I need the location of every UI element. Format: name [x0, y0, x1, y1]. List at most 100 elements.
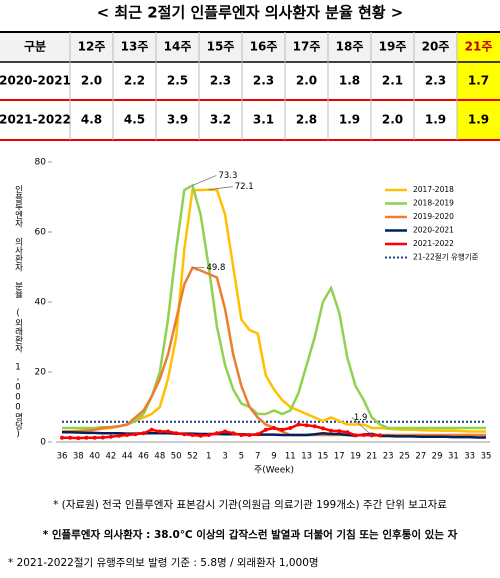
table-header: 20주	[422, 40, 450, 54]
point	[76, 436, 81, 441]
table-cell: 2.8	[296, 113, 317, 127]
x-tick-label: 21	[366, 452, 377, 462]
y-tick-label: 20	[35, 368, 47, 378]
legend-label: 2017-2018	[413, 185, 454, 194]
y-axis-label: 인플루엔자 의사환자 분율 (외래환자 1,000명당)	[13, 184, 23, 439]
x-tick-label: 25	[399, 452, 410, 462]
point	[92, 435, 97, 440]
table-cell: 1.7	[468, 74, 489, 88]
point	[157, 429, 162, 434]
table-header: 13주	[121, 40, 149, 54]
table-header: 19주	[379, 40, 407, 54]
table-cell: 2.0	[81, 74, 102, 88]
point	[231, 431, 236, 436]
point	[149, 427, 154, 432]
table-header: 17주	[293, 40, 321, 54]
point	[166, 429, 170, 434]
point	[206, 433, 211, 437]
y-tick-label: 80	[35, 158, 47, 168]
y-tick-label: 40	[35, 298, 47, 308]
x-tick-label: 11	[285, 452, 296, 462]
page-title: < 최근 2절기 인플루엔자 의사환자 분율 현황 >	[97, 4, 404, 22]
legend-label: 21-22절기 유행기준	[413, 252, 479, 262]
series-line	[62, 183, 486, 430]
x-tick-label: 48	[154, 452, 165, 462]
table-header: 16주	[250, 40, 278, 54]
table-cell: 1.9	[339, 113, 360, 127]
point	[133, 432, 138, 437]
point	[361, 433, 366, 437]
table-header: 18주	[336, 40, 364, 54]
table-header-bg	[0, 32, 500, 62]
x-tick-label: 40	[89, 452, 100, 462]
point	[263, 427, 268, 432]
point	[223, 429, 228, 434]
x-tick-label: 44	[122, 452, 133, 462]
y-tick-label: 0	[40, 438, 46, 448]
point	[198, 433, 203, 438]
x-tick-label: 50	[171, 452, 182, 462]
table-header: 구분	[24, 40, 46, 54]
table-cell: 1.8	[339, 74, 360, 88]
x-tick-label: 29	[432, 452, 443, 462]
note: * 2021-2022절기 유행주의보 발령 기준 : 5.8명 / 외래환자 …	[8, 556, 319, 569]
point	[239, 433, 244, 437]
point	[60, 435, 64, 440]
table-cell: 3.9	[167, 113, 188, 127]
annotation: 49.8	[206, 263, 225, 273]
table-cell: 2.2	[124, 74, 145, 88]
table-cell: 3.2	[210, 113, 231, 127]
table-cell: 2020-2021	[0, 74, 71, 88]
x-tick-label: 46	[138, 452, 149, 462]
point	[182, 432, 187, 437]
point	[125, 433, 130, 437]
table-header: 21주	[465, 40, 493, 54]
annotation: 72.1	[235, 182, 254, 192]
x-tick-label: 23	[383, 452, 394, 462]
x-tick-label: 7	[255, 452, 260, 462]
point	[272, 426, 276, 430]
legend-label: 2018-2019	[413, 199, 454, 208]
legend-label: 2019-2020	[413, 212, 454, 221]
table-cell: 4.8	[81, 113, 102, 127]
table-cell: 2.1	[382, 74, 403, 88]
point	[345, 430, 350, 435]
x-tick-label: 15	[318, 452, 329, 462]
x-tick-label: 36	[57, 452, 68, 462]
x-tick-label: 9	[271, 452, 276, 462]
legend-label: 2021-2022	[413, 239, 454, 248]
highlight-column	[457, 32, 500, 140]
point	[337, 429, 342, 434]
table-cell: 2.0	[296, 74, 317, 88]
point	[255, 432, 260, 437]
point	[174, 431, 179, 436]
annotation-leader	[208, 186, 233, 190]
y-tick-label: 60	[35, 228, 47, 238]
point	[108, 434, 113, 439]
x-tick-label: 3	[222, 452, 227, 462]
point	[329, 428, 334, 433]
annotation-leader	[192, 175, 217, 186]
point	[68, 435, 73, 440]
point	[100, 435, 105, 440]
x-tick-label: 17	[334, 452, 345, 462]
point	[117, 433, 122, 438]
x-tick-label: 31	[448, 452, 459, 462]
table-header: 15주	[207, 40, 235, 54]
table-cell: 2.0	[382, 113, 403, 127]
point	[353, 433, 358, 438]
point	[320, 426, 325, 431]
table-header: 14주	[164, 40, 192, 54]
x-tick-label: 19	[350, 452, 361, 462]
x-tick-label: 35	[481, 452, 492, 462]
table-cell: 2.5	[167, 74, 188, 88]
point	[296, 422, 301, 427]
annotation-leader	[351, 417, 373, 436]
table-cell: 2.3	[425, 74, 446, 88]
x-tick-label: 1	[206, 452, 211, 462]
point	[288, 426, 293, 430]
x-tick-label: 33	[464, 452, 475, 462]
point	[84, 435, 89, 440]
x-tick-label: 5	[239, 452, 244, 462]
